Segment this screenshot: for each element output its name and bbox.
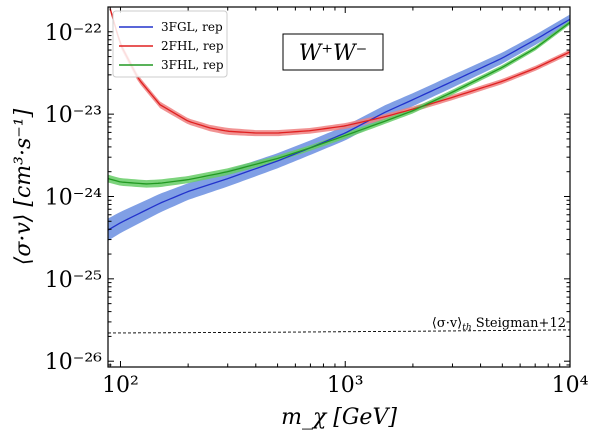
y-tick-label: 10⁻²³ <box>45 103 102 128</box>
legend-label-3fgl: 3FGL, rep <box>161 20 223 34</box>
axis-ticks <box>108 6 571 367</box>
line-2fhl-rep <box>109 8 570 134</box>
relic-annotation-subscript: th <box>462 323 471 333</box>
y-axis-label: ⟨σ·v⟩ [cm³·s⁻¹] <box>11 108 36 265</box>
relic-annotation: ⟨σ·v⟩th Steigman+12 <box>432 316 566 333</box>
legend-label-2fhl: 2FHL, rep <box>161 39 224 53</box>
y-tick-label: 10⁻²² <box>45 21 102 46</box>
plot-frame <box>107 6 571 368</box>
relic-annotation-sigma: ⟨σ·v⟩ <box>432 316 463 331</box>
channel-box: W⁺W⁻ <box>282 33 384 71</box>
x-tick-label: 10³ <box>327 373 364 398</box>
uncertainty-bands <box>108 7 570 241</box>
x-tick-label: 10⁴ <box>552 373 589 398</box>
relic-annotation-suffix: Steigman+12 <box>472 316 566 331</box>
line-3fgl-rep <box>108 18 570 231</box>
series-lines <box>108 8 570 334</box>
channel-label: W⁺W⁻ <box>299 41 367 66</box>
legend: 3FGL, rep 2FHL, rep 3FHL, rep <box>112 10 228 78</box>
y-tick-label: 10⁻²⁵ <box>45 268 102 293</box>
y-tick-label: 10⁻²⁴ <box>45 185 102 210</box>
x-tick-label: 10² <box>102 373 139 398</box>
line-3fhl-rep <box>108 21 570 185</box>
y-tick-label: 10⁻²⁶ <box>45 350 102 375</box>
axis-tick-labels: 10² 10³ 10⁴ 10⁻²⁶ 10⁻²⁵ 10⁻²⁴ 10⁻²³ 10⁻²² <box>45 21 589 398</box>
band-3fgl-rep <box>108 14 570 241</box>
x-axis-label: m_χ [GeV] <box>281 405 397 430</box>
line-v-th-steigman-12 <box>108 329 570 334</box>
channel-box-frame <box>282 33 384 71</box>
legend-label-3fhl: 3FHL, rep <box>161 58 224 72</box>
